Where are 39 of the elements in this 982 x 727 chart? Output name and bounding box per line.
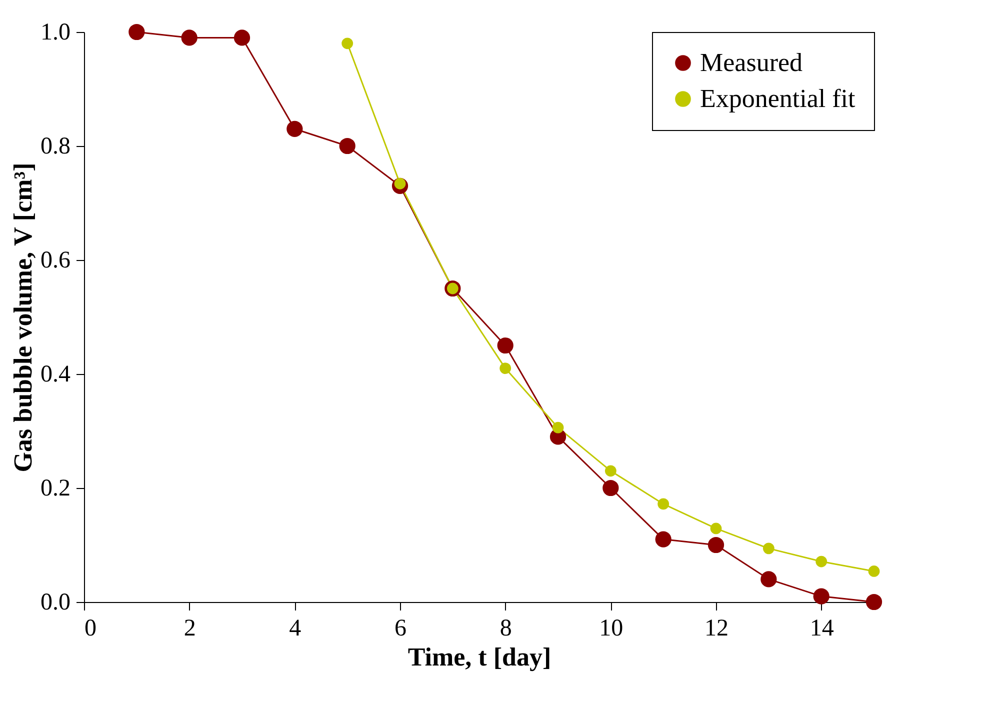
point bbox=[604, 465, 616, 477]
x-axis-title: Time, t [day] bbox=[408, 642, 552, 672]
x-tick-label: 8 bbox=[500, 616, 512, 642]
y-tick-label: 0.4 bbox=[40, 362, 70, 388]
x-tick-label: 12 bbox=[704, 616, 728, 642]
point bbox=[234, 30, 250, 46]
point bbox=[816, 556, 828, 568]
point bbox=[866, 594, 882, 610]
x-tick-label: 0 bbox=[84, 616, 96, 642]
point bbox=[342, 38, 354, 50]
point bbox=[658, 498, 670, 510]
point bbox=[813, 588, 830, 604]
y-tick-label: 1.0 bbox=[40, 20, 70, 46]
point bbox=[500, 362, 512, 374]
legend-label: Exponential fit bbox=[700, 84, 856, 113]
y-tick-label: 0.6 bbox=[40, 248, 70, 274]
x-tick-label: 6 bbox=[394, 616, 406, 642]
point bbox=[181, 30, 198, 46]
legend-label: Measured bbox=[700, 48, 803, 77]
point bbox=[762, 542, 774, 554]
x-tick-label: 10 bbox=[599, 616, 624, 642]
point bbox=[286, 120, 303, 137]
y-tick-label: 0.2 bbox=[40, 476, 70, 502]
point bbox=[868, 566, 880, 577]
point bbox=[708, 536, 724, 554]
x-tick-label: 2 bbox=[184, 616, 196, 642]
point bbox=[128, 24, 145, 40]
point bbox=[552, 422, 564, 434]
y-tick-label: 0.0 bbox=[40, 590, 70, 616]
y-axis-title: Gas bubble volume, V [cm³] bbox=[8, 162, 38, 472]
point bbox=[339, 138, 356, 154]
point bbox=[760, 571, 777, 588]
x-tick-label: 4 bbox=[289, 616, 302, 642]
point bbox=[602, 480, 619, 496]
point bbox=[710, 522, 722, 534]
point bbox=[497, 337, 514, 354]
x-tick-label: 14 bbox=[810, 616, 834, 642]
point bbox=[655, 531, 672, 548]
y-tick-label: 0.8 bbox=[40, 134, 70, 160]
